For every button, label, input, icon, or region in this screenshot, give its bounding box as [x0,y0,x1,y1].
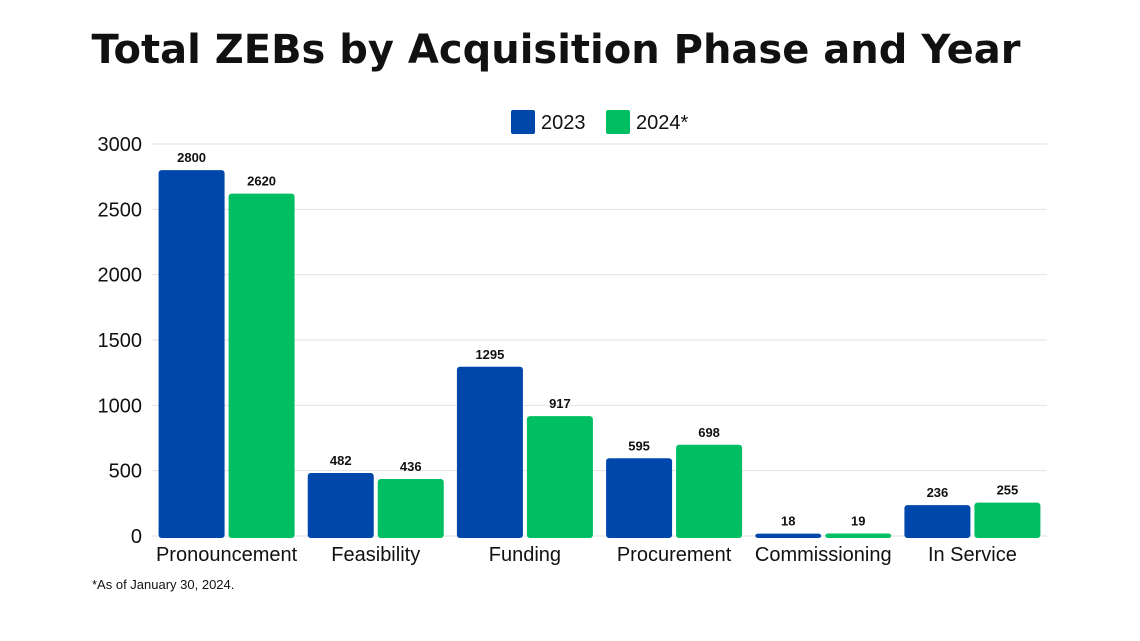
bar-in-service-2024 [974,502,1041,538]
footnote: *As of January 30, 2024. [92,577,234,592]
bar-procurement-2023 [606,458,673,538]
data-label: 436 [400,459,422,474]
bar-pronouncement-2024 [228,193,295,539]
data-label: 2620 [247,174,276,189]
y-tick-label: 3000 [98,134,143,156]
data-label: 2800 [177,150,206,165]
data-label: 1295 [475,347,504,362]
x-tick-label: Feasibility [331,544,420,566]
x-tick-label: Funding [489,544,561,566]
legend-label: 2023 [541,112,586,134]
bar-commissioning-2024 [825,533,892,538]
x-tick-label: Pronouncement [156,544,298,566]
y-tick-label: 1000 [98,395,143,417]
y-tick-label: 1500 [98,330,143,352]
bar-feasibility-2024 [377,479,444,538]
data-labels: 2800 2620 482 436 1295 917 595 698 18 19 236 255 [177,150,1018,529]
y-axis-ticks: 0 500 1000 1500 2000 2500 3000 [98,134,143,548]
data-label: 595 [628,438,650,453]
bar-pronouncement-2023 [158,170,225,538]
gridlines [152,143,1047,537]
data-label: 917 [549,396,571,411]
data-label: 482 [330,453,352,468]
data-label: 19 [851,514,865,529]
y-tick-label: 2500 [98,199,143,221]
bar-funding-2023 [456,366,523,538]
x-axis-ticks: Pronouncement Feasibility Funding Procureme… [156,544,1017,566]
bar-funding-2024 [526,416,593,538]
legend-label: 2024* [636,112,688,134]
y-tick-label: 2000 [98,265,143,287]
data-label: 18 [781,514,795,529]
x-tick-label: Procurement [617,544,732,566]
x-tick-label: In Service [928,544,1017,566]
bar-feasibility-2023 [307,473,374,538]
chart-title: Total ZEBs by Acquisition Phase and Year [92,27,1021,73]
legend-swatch [511,110,535,134]
data-label: 698 [698,425,720,440]
bar-commissioning-2023 [755,533,822,538]
legend-swatch [606,110,630,134]
bar-procurement-2024 [676,444,743,538]
x-tick-label: Commissioning [755,544,892,566]
bar-in-service-2023 [904,505,971,538]
y-tick-label: 0 [131,526,142,548]
legend: 2023 2024* [511,110,688,134]
bars [158,170,1041,539]
data-label: 236 [927,485,949,500]
y-tick-label: 500 [109,461,142,483]
data-label: 255 [997,483,1019,498]
